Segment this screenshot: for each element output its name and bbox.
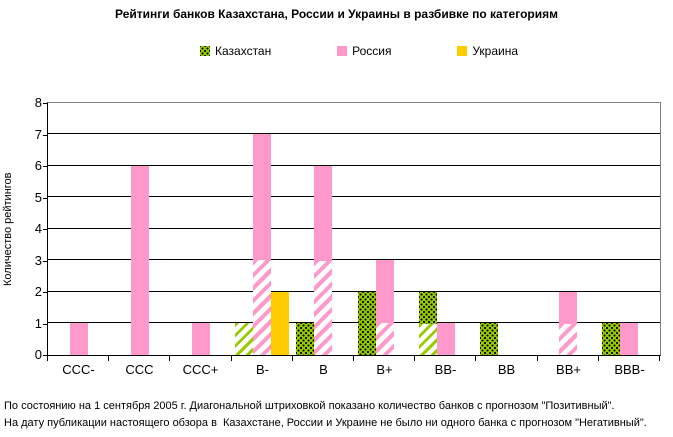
- bar-rus-b-minusplus: [376, 260, 394, 355]
- y-tick-label-8: 8: [34, 95, 42, 110]
- bar-segment-solid: [253, 134, 271, 260]
- x-tick-8: [537, 356, 538, 361]
- bar-ukr-b-minus: [271, 292, 289, 355]
- legend-item-rus: Россия: [337, 44, 391, 58]
- y-tick-2: [43, 292, 48, 293]
- y-tick-label-4: 4: [34, 221, 42, 236]
- bar-rus-b-minus: [253, 134, 271, 355]
- bar-rus-bbb-minus: [620, 323, 638, 355]
- legend-item-kaz: Казахстан: [200, 44, 271, 58]
- bar-segment-solid: [480, 323, 498, 355]
- bar-rus-ccc-minus: [70, 323, 88, 355]
- chart-title: Рейтинги банков Казахстана, России и Укр…: [114, 7, 558, 21]
- bar-segment-hatched-positive-outlook: [314, 260, 332, 355]
- y-tick-label-2: 2: [34, 284, 42, 299]
- bar-segment-solid: [296, 323, 314, 355]
- bar-kaz-b: [296, 323, 314, 355]
- bar-segment-solid: [419, 292, 437, 324]
- x-category-label-ccc-minusplus: CCC+: [182, 362, 219, 377]
- x-category-label-bb: BB: [497, 362, 516, 377]
- bar-rus-bb-minus: [437, 323, 455, 355]
- chart-legend: Казахстан Россия Украина: [200, 44, 518, 58]
- bar-segment-solid: [358, 292, 376, 355]
- x-category-label-bbb-minus: BBB-: [614, 362, 645, 377]
- bar-kaz-bb-minus: [419, 292, 437, 355]
- y-tick-label-3: 3: [34, 253, 42, 268]
- bar-segment-solid: [620, 323, 638, 355]
- footnote-line-1: По состоянию на 1 сентября 2005 г. Диаго…: [4, 400, 615, 412]
- gridline-4: [48, 228, 660, 229]
- bar-segment-hatched-positive-outlook: [253, 260, 271, 355]
- y-tick-label-7: 7: [34, 127, 42, 142]
- bar-rus-ccc: [131, 166, 149, 355]
- bar-kaz-bb: [480, 323, 498, 355]
- gridline-1: [48, 322, 660, 323]
- legend-label-ukr: Украина: [472, 44, 518, 58]
- bar-segment-hatched-positive-outlook: [376, 323, 394, 355]
- bar-rus-bb-minusplus: [559, 292, 577, 355]
- y-tick-5: [43, 198, 48, 199]
- x-category-label-ccc: CCC: [125, 362, 154, 377]
- gridline-3: [48, 259, 660, 260]
- x-tick-5: [353, 356, 354, 361]
- bar-segment-solid: [559, 292, 577, 324]
- gridline-6: [48, 165, 660, 166]
- bar-rus-b: [314, 166, 332, 355]
- bar-segment-solid: [192, 323, 210, 355]
- bar-segment-solid: [131, 166, 149, 355]
- bar-segment-hatched-positive-outlook: [559, 323, 577, 355]
- bar-segment-hatched-positive-outlook: [235, 323, 253, 355]
- x-tick-0: [47, 356, 48, 361]
- bar-segment-solid: [602, 323, 620, 355]
- x-tick-1: [108, 356, 109, 361]
- gridline-5: [48, 196, 660, 197]
- x-category-label-b-minus: B-: [256, 362, 269, 377]
- y-tick-label-1: 1: [34, 316, 42, 331]
- x-tick-10: [659, 356, 660, 361]
- gridline-2: [48, 291, 660, 292]
- x-tick-6: [414, 356, 415, 361]
- bar-segment-solid: [437, 323, 455, 355]
- bar-kaz-bbb-minus: [602, 323, 620, 355]
- legend-swatch-icon: [457, 46, 468, 56]
- y-tick-4: [43, 229, 48, 230]
- x-tick-3: [231, 356, 232, 361]
- bar-segment-hatched-positive-outlook: [419, 323, 437, 355]
- x-tick-7: [475, 356, 476, 361]
- bar-rus-ccc-minusplus: [192, 323, 210, 355]
- y-tick-8: [43, 103, 48, 104]
- y-tick-6: [43, 166, 48, 167]
- y-tick-1: [43, 324, 48, 325]
- x-category-label-ccc-minus: CCC-: [62, 362, 95, 377]
- x-tick-2: [169, 356, 170, 361]
- y-tick-3: [43, 261, 48, 262]
- x-tick-9: [598, 356, 599, 361]
- bar-segment-solid: [314, 166, 332, 261]
- bar-kaz-b-minus: [235, 323, 253, 355]
- bar-kaz-b-minusplus: [358, 292, 376, 355]
- legend-swatch-icon: [200, 46, 210, 56]
- x-category-label-b: B: [319, 362, 328, 377]
- y-tick-label-0: 0: [34, 347, 42, 362]
- footnotes: По состоянию на 1 сентября 2005 г. Диаго…: [4, 398, 647, 432]
- gridline-7: [48, 133, 660, 134]
- x-category-label-bb-minus: BB-: [434, 362, 457, 377]
- x-category-label-b-minusplus: B+: [376, 362, 393, 377]
- legend-label-kaz: Казахстан: [215, 44, 272, 58]
- legend-item-ukr: Украина: [457, 44, 518, 58]
- bar-segment-solid: [376, 260, 394, 323]
- y-tick-0: [43, 355, 48, 356]
- plot-area: [47, 102, 661, 356]
- x-tick-4: [292, 356, 293, 361]
- y-tick-label-5: 5: [34, 190, 42, 205]
- bar-segment-solid: [271, 292, 289, 355]
- x-category-label-bb-minusplus: BB+: [556, 362, 581, 377]
- bar-segment-solid: [70, 323, 88, 355]
- y-tick-label-6: 6: [34, 158, 42, 173]
- y-tick-7: [43, 135, 48, 136]
- footnote-line-2: На дату публикации настоящего обзора в К…: [4, 417, 647, 429]
- legend-label-rus: Россия: [352, 44, 392, 58]
- legend-swatch-icon: [337, 46, 348, 56]
